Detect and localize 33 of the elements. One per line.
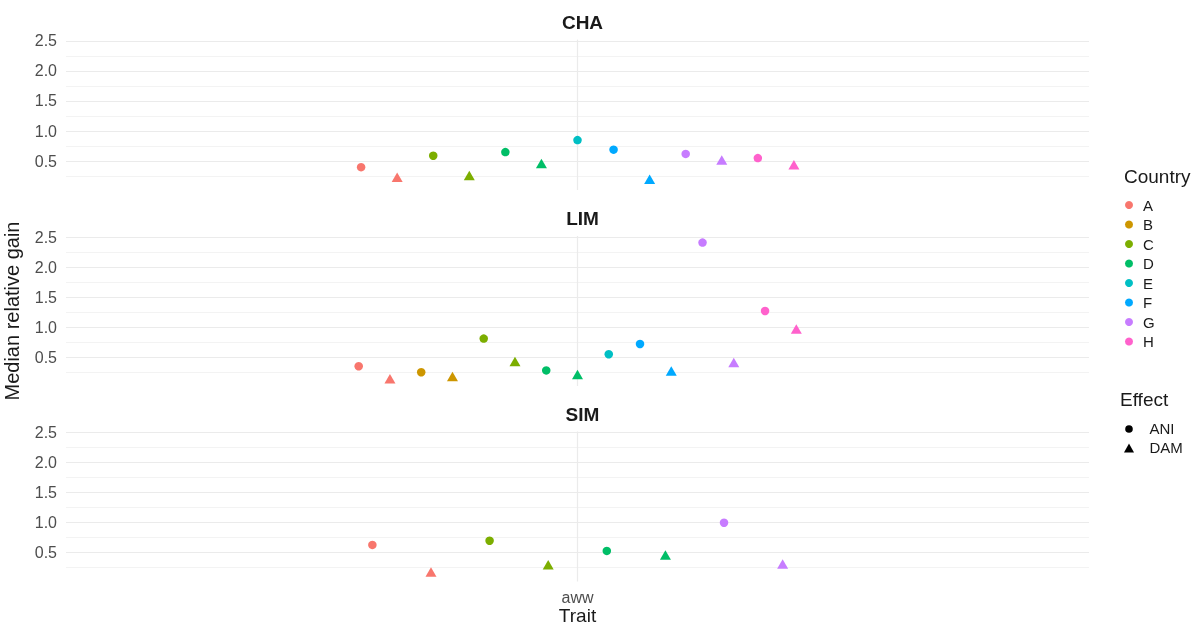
text: Effect: [1120, 389, 1169, 411]
chart-title: LIM: [566, 208, 599, 229]
legend-label: B: [1143, 216, 1154, 233]
legend-label: A: [1143, 196, 1154, 214]
y-tick-label: 2.5: [34, 228, 58, 246]
x-axis-title: Trait: [558, 604, 597, 626]
y-tick-label: 1.5: [34, 484, 58, 502]
y-axis-title: Median relative gain: [1, 221, 23, 401]
y-tick-label: 1.0: [34, 122, 58, 140]
y-tick-label: 0.5: [34, 348, 58, 366]
text: ANI: [1149, 419, 1175, 439]
y-tick-label: 1.5: [34, 288, 58, 306]
chart-title: CHA: [561, 11, 604, 33]
legend-title: Country: [1124, 166, 1192, 187]
chart-title: SIM: [565, 403, 600, 425]
legend-label: G: [1143, 313, 1155, 331]
text: DAM: [1149, 438, 1183, 458]
legend-label: F: [1143, 294, 1153, 311]
y-tick-label: 0.5: [34, 152, 58, 170]
legend-label: E: [1143, 274, 1154, 292]
y-tick-label: 1.0: [34, 318, 58, 336]
y-tick-label: 2.5: [34, 424, 58, 442]
legend-label: D: [1143, 255, 1154, 272]
y-tick-label: 2.5: [34, 32, 58, 50]
y-tick-label: 2.0: [34, 454, 58, 472]
legend-label: H: [1143, 333, 1154, 350]
y-tick-label: 2.0: [34, 62, 58, 80]
legend-label: C: [1143, 235, 1154, 253]
y-tick-label: 0.5: [34, 544, 58, 562]
y-tick-label: 2.0: [34, 258, 58, 276]
y-tick-label: 1.0: [34, 514, 58, 532]
y-tick-label: 1.5: [34, 92, 58, 110]
x-tick-label: aww: [561, 589, 594, 606]
